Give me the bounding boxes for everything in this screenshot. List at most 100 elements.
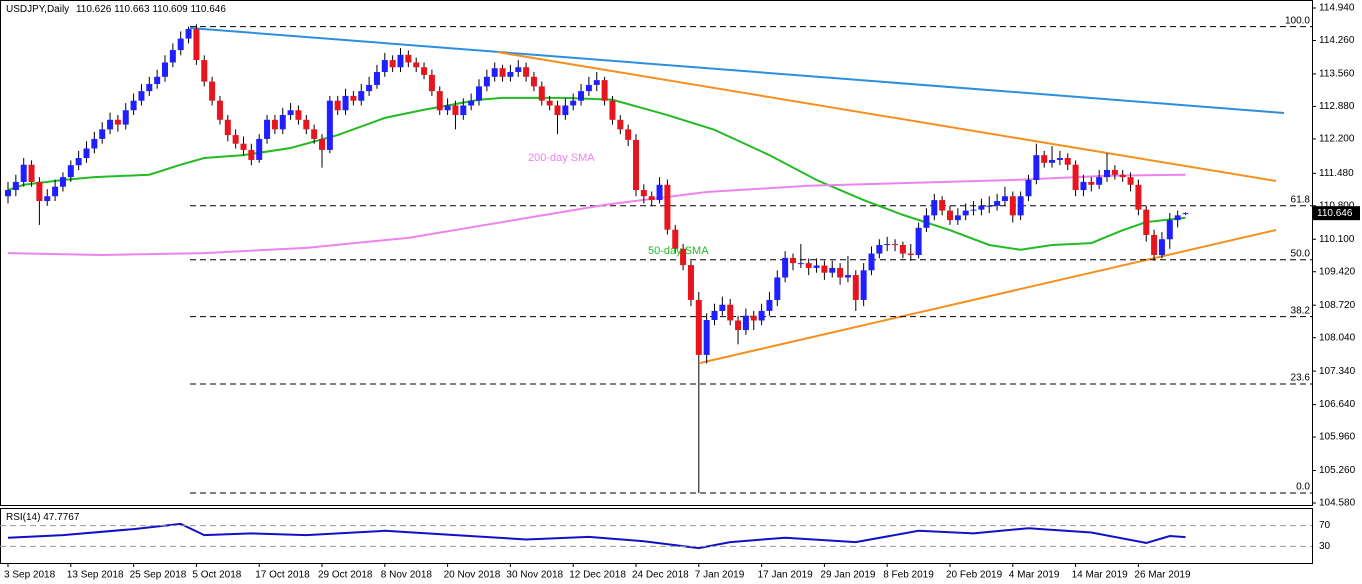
fib-label: 38.2 [1291,305,1311,316]
candle-body [67,165,74,178]
candle-body [287,110,294,116]
candle-body [1072,164,1079,191]
candle-body [986,205,993,207]
candle-body [962,210,969,216]
x-tick-label: 30 Nov 2018 [506,570,563,581]
y-tick-label: 110.800 [1319,200,1355,211]
candle-body [947,210,953,221]
candle-body [727,304,734,321]
candle-body [892,244,899,246]
candle-body [1088,181,1095,185]
candle-body [319,138,325,150]
candle-body [507,72,514,77]
candle-body [656,184,663,201]
candle-body [523,67,530,77]
candle-body [444,105,451,111]
candle-body [154,76,161,84]
candle-body [303,119,310,130]
candle-body [460,105,467,116]
candle-body [970,209,977,211]
candle-body [585,84,592,92]
candle-body [1080,181,1087,191]
sma-line [7,173,1186,257]
x-tick-label: 3 Sep 2018 [4,570,56,581]
candle-body [884,244,891,246]
y-tick-label: 113.560 [1319,69,1355,80]
candle-body [923,215,930,228]
fib-label: 0.0 [1296,482,1310,493]
fib-label: 100.0 [1285,15,1310,26]
candle-body [350,95,357,101]
y-tick-label: 110.100 [1319,234,1355,245]
candle-body [1033,155,1040,181]
candle-body [107,119,114,130]
y-tick-label: 108.720 [1319,300,1356,311]
candle-body [436,91,443,111]
candle-body [797,263,804,265]
candle-body [931,200,938,216]
candle-body [177,38,184,51]
candle-body [1056,158,1063,160]
candle-body [389,60,396,68]
x-tick-label: 17 Oct 2018 [255,570,310,581]
x-tick-label: 17 Jan 2019 [758,570,813,581]
candle-body [452,105,459,116]
candle-body [1096,177,1103,185]
candle-body [1182,213,1189,215]
candle-body [224,119,231,136]
candle-body [774,277,781,300]
candle-body [915,227,922,256]
x-tick-label: 25 Sep 2018 [130,570,187,581]
x-tick-label: 4 Mar 2019 [1009,570,1060,581]
candle-body [782,257,789,278]
candle-body [1017,196,1024,216]
candle-body [373,72,380,85]
fib-label: 23.6 [1291,373,1311,384]
candle-body [1009,196,1016,216]
rsi-panel [0,508,1313,564]
x-tick-label: 7 Jan 2019 [695,570,745,581]
candle-body [648,196,655,201]
candle-body [91,138,98,149]
candle-body [711,310,718,321]
candle-body [695,299,702,355]
candle-body [240,143,247,150]
candle-body [256,138,263,160]
candle-body [994,201,1001,206]
candle-body [1119,174,1126,178]
candle-body [1111,169,1118,175]
candle-body [1151,234,1158,256]
candle-body [609,100,616,120]
candle-body [130,100,137,111]
candle-body [311,129,318,139]
sma-label: 50-day SMA [648,245,709,257]
y-tick-label: 107.340 [1319,366,1356,377]
candle-body [1143,209,1150,235]
rsi-line [7,522,1186,550]
candle-body [1135,184,1142,210]
candle-body [20,164,27,182]
x-tick-label: 24 Dec 2018 [632,570,689,581]
rsi-title: RSI(14) 47.7767 [6,512,80,523]
candle-body [271,119,278,130]
price-label: 110.646 [1317,208,1353,219]
x-tick-label: 13 Sep 2018 [67,570,124,581]
candle-body [185,29,192,39]
trend-line [699,229,1277,364]
price-box [1312,206,1360,221]
x-tick-label: 29 Oct 2018 [318,570,373,581]
candle-body [758,310,765,321]
candle-body [334,100,341,111]
y-tick-label: 112.880 [1319,101,1355,112]
candle-body [216,100,223,120]
candle-body [146,83,153,92]
candle-body [483,76,490,87]
x-tick-label: 8 Feb 2019 [883,570,934,581]
candle-body [538,86,545,101]
candle-body [672,229,679,249]
close: 110.646 [191,4,227,15]
candle-body [719,304,726,311]
candle-body [114,119,121,125]
candle-body [201,60,208,82]
candle-body [954,215,961,221]
